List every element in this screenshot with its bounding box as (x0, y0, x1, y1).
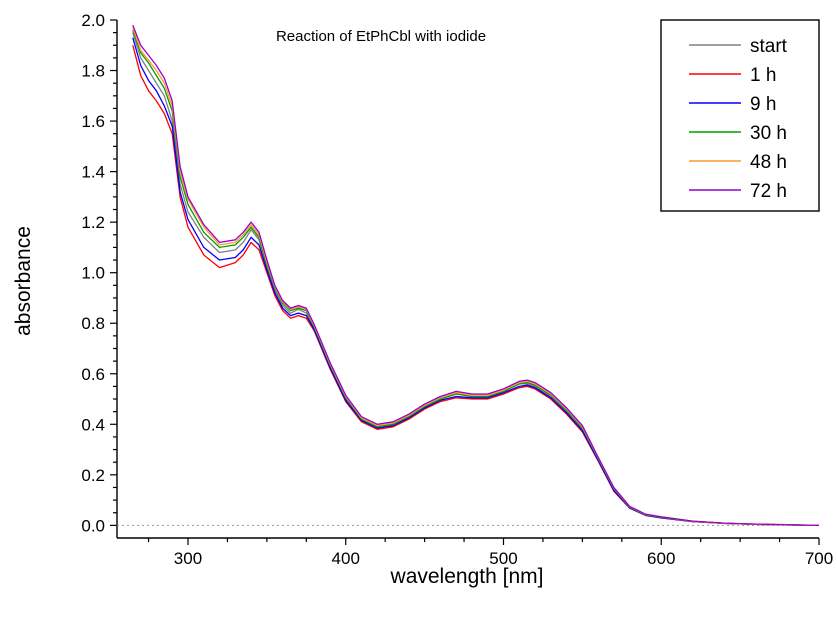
legend-label: 30 h (750, 123, 787, 144)
series-layer (132, 24, 820, 527)
axis-layer: 300 400 500 600 700 0.0 0.2 0.4 0.6 0.8 1.0 1.2 1.4 1… (81, 11, 833, 568)
chart-title: Reaction of EtPhCbl with iodide (276, 28, 486, 45)
y-tick-label: 2.0 (81, 11, 105, 30)
legend-label: 1 h (750, 65, 776, 86)
legend-label: 9 h (750, 94, 776, 115)
y-tick-label: 0.8 (81, 314, 105, 333)
legend-label: start (750, 36, 788, 57)
x-tick-label: 700 (805, 549, 833, 568)
y-tick-label: 0.6 (81, 365, 105, 384)
y-axis-title: absorbance (12, 226, 35, 336)
y-tick-label: 1.4 (81, 163, 105, 182)
y-tick-label: 0.0 (81, 516, 105, 535)
y-tick-label: 1.6 (81, 112, 105, 131)
series-line-72-h (132, 24, 820, 527)
legend-label: 72 h (750, 181, 787, 202)
legend: start 1 h 9 h 30 h 48 h 72 h (660, 19, 820, 212)
series-line-9-h (132, 37, 820, 527)
y-tick-label: 0.4 (81, 415, 105, 434)
y-tick-label: 0.2 (81, 466, 105, 485)
x-tick-label: 500 (489, 549, 517, 568)
legend-box (660, 19, 820, 212)
x-tick-label: 400 (332, 549, 360, 568)
legend-label: 48 h (750, 152, 787, 173)
plot-frame (116, 20, 819, 539)
y-tick-label: 1.8 (81, 62, 105, 81)
x-tick-label: 300 (174, 549, 202, 568)
y-tick-label: 1.2 (81, 213, 105, 232)
x-axis-title: wavelength [nm] (390, 565, 544, 588)
x-tick-label: 600 (647, 549, 675, 568)
y-tick-label: 1.0 (81, 264, 105, 283)
